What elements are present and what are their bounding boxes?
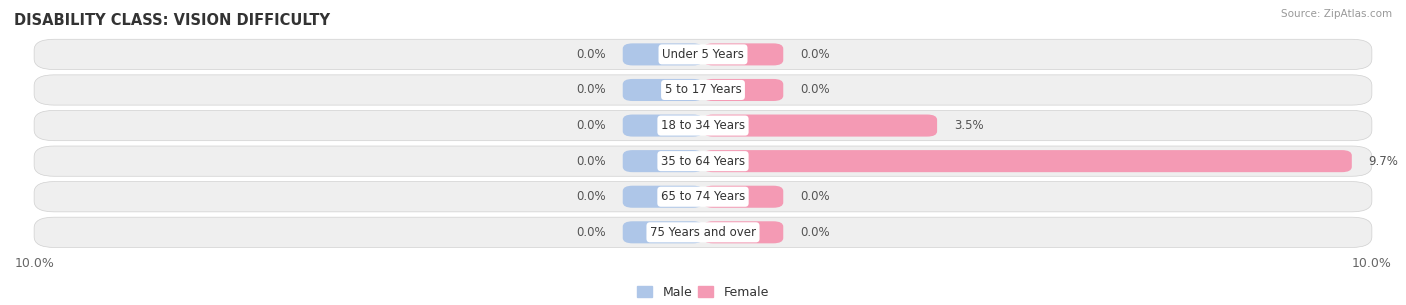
FancyBboxPatch shape [34,181,1372,212]
Text: 0.0%: 0.0% [576,48,606,61]
Text: 0.0%: 0.0% [576,119,606,132]
Text: 5 to 17 Years: 5 to 17 Years [665,84,741,96]
FancyBboxPatch shape [623,221,703,243]
Text: 0.0%: 0.0% [576,190,606,203]
Text: 18 to 34 Years: 18 to 34 Years [661,119,745,132]
Text: 0.0%: 0.0% [800,226,830,239]
Text: Under 5 Years: Under 5 Years [662,48,744,61]
FancyBboxPatch shape [34,39,1372,70]
FancyBboxPatch shape [623,186,703,208]
FancyBboxPatch shape [703,221,783,243]
Text: 35 to 64 Years: 35 to 64 Years [661,155,745,168]
Legend: Male, Female: Male, Female [633,281,773,304]
FancyBboxPatch shape [34,217,1372,247]
Text: 75 Years and over: 75 Years and over [650,226,756,239]
Text: 3.5%: 3.5% [953,119,983,132]
Text: 0.0%: 0.0% [576,155,606,168]
Text: Source: ZipAtlas.com: Source: ZipAtlas.com [1281,9,1392,19]
Text: 0.0%: 0.0% [800,190,830,203]
Text: 0.0%: 0.0% [576,226,606,239]
FancyBboxPatch shape [703,150,1351,172]
FancyBboxPatch shape [34,75,1372,105]
FancyBboxPatch shape [703,186,783,208]
Text: 0.0%: 0.0% [800,48,830,61]
FancyBboxPatch shape [34,110,1372,141]
FancyBboxPatch shape [623,115,703,137]
Text: DISABILITY CLASS: VISION DIFFICULTY: DISABILITY CLASS: VISION DIFFICULTY [14,13,330,28]
FancyBboxPatch shape [623,150,703,172]
Text: 0.0%: 0.0% [576,84,606,96]
Text: 0.0%: 0.0% [800,84,830,96]
FancyBboxPatch shape [34,146,1372,176]
FancyBboxPatch shape [703,115,938,137]
FancyBboxPatch shape [703,79,783,101]
FancyBboxPatch shape [703,43,783,66]
Text: 65 to 74 Years: 65 to 74 Years [661,190,745,203]
Text: 9.7%: 9.7% [1368,155,1399,168]
FancyBboxPatch shape [623,79,703,101]
FancyBboxPatch shape [623,43,703,66]
